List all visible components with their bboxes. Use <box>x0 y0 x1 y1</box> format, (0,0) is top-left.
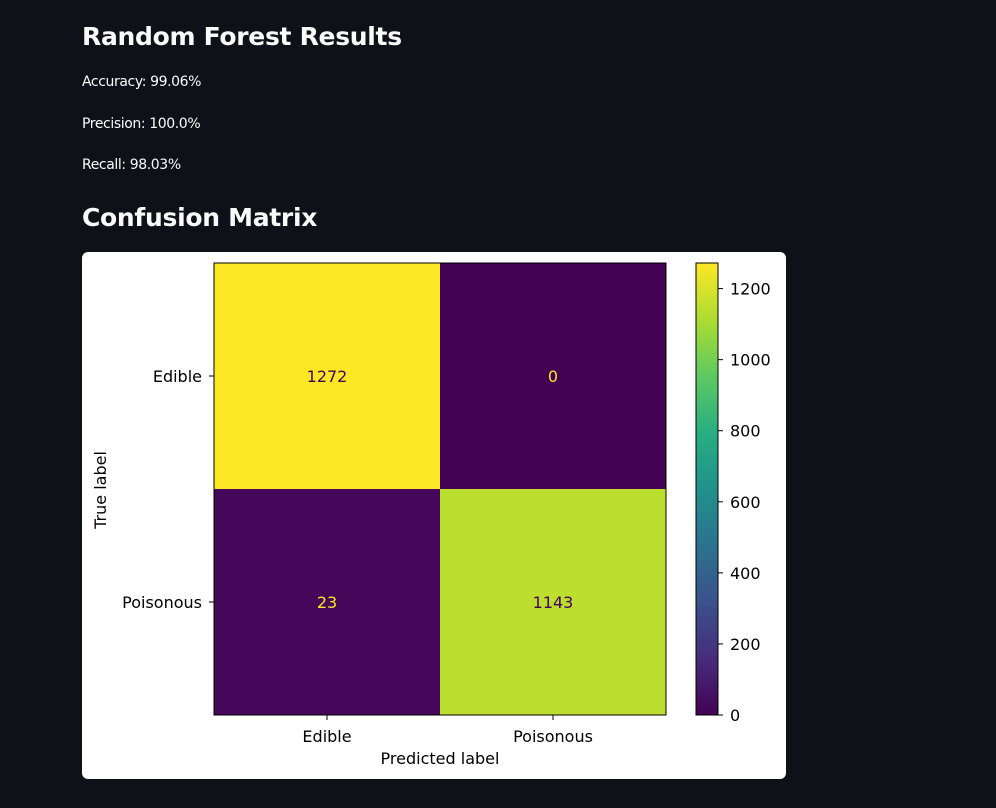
precision-text: Precision: 100.0% <box>82 116 201 132</box>
colorbar-tick-label: 800 <box>730 422 761 441</box>
x-tick-label: Edible <box>302 727 351 746</box>
colorbar-tick-label: 400 <box>730 564 761 583</box>
y-tick-label: Poisonous <box>122 593 202 612</box>
y-tick-label: Edible <box>153 367 202 386</box>
confusion-matrix-chart: 1272 0 23 1143 Edible Poisonous Edible Poisonou… <box>91 262 771 768</box>
confusion-matrix-title: Confusion Matrix <box>82 203 318 232</box>
y-axis-label: True label <box>91 451 110 530</box>
colorbar-tick-label: 1200 <box>730 280 771 299</box>
x-axis-label: Predicted label <box>381 749 500 768</box>
cell-value-label: 1272 <box>307 367 348 386</box>
matrix-cell <box>440 489 666 715</box>
cell-value-label: 1143 <box>533 593 574 612</box>
matrix-cell <box>214 489 440 715</box>
colorbar <box>695 262 719 716</box>
x-tick-label: Poisonous <box>513 727 593 746</box>
recall-text: Recall: 98.03% <box>82 157 181 173</box>
results-title: Random Forest Results <box>82 22 402 51</box>
colorbar-tick-label: 0 <box>730 706 740 725</box>
matrix-cell <box>440 263 666 489</box>
colorbar-tick-label: 600 <box>730 493 761 512</box>
matrix-cell <box>214 263 440 489</box>
cell-value-label: 0 <box>548 367 558 386</box>
accuracy-text: Accuracy: 99.06% <box>82 74 202 90</box>
cell-value-label: 23 <box>317 593 337 612</box>
colorbar-tick-label: 1000 <box>730 351 771 370</box>
colorbar-tick-label: 200 <box>730 635 761 654</box>
confusion-matrix-figure: 1272 0 23 1143 Edible Poisonous Edible Poisonou… <box>82 252 786 779</box>
plot-frame <box>213 262 667 716</box>
